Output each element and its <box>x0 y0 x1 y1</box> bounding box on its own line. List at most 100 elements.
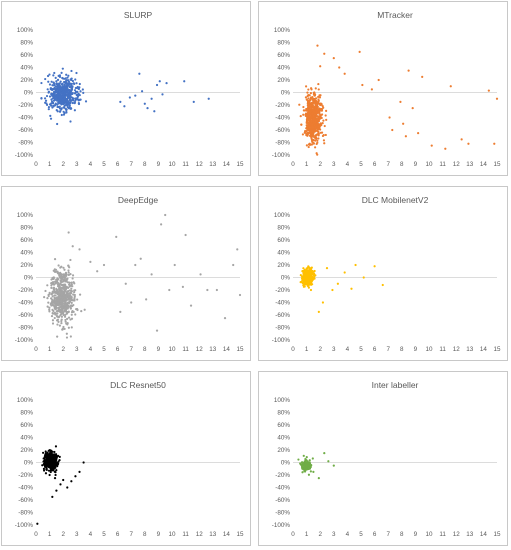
data-point <box>155 329 159 332</box>
data-point <box>306 279 309 282</box>
x-tick-label: 2 <box>318 161 322 168</box>
data-point <box>313 269 316 273</box>
y-tick-label: 20% <box>277 447 290 454</box>
x-tick-label: 5 <box>102 161 106 168</box>
data-point <box>62 266 65 269</box>
data-point <box>54 268 58 271</box>
data-point <box>343 72 346 75</box>
data-point <box>314 125 317 129</box>
data-point <box>59 302 62 305</box>
y-tick-label: -40% <box>18 485 33 492</box>
data-point <box>65 87 68 91</box>
data-point <box>65 299 68 302</box>
data-point <box>62 110 65 113</box>
x-tick-label: 3 <box>75 531 79 538</box>
data-point <box>53 290 56 293</box>
data-point <box>312 99 315 102</box>
data-point <box>119 100 122 103</box>
data-point <box>55 304 58 307</box>
data-point <box>184 233 187 237</box>
data-point <box>70 89 73 92</box>
data-point <box>45 456 49 460</box>
x-tick-label: 12 <box>453 531 461 538</box>
data-point <box>75 307 78 311</box>
data-point <box>306 274 309 278</box>
data-point <box>53 477 57 480</box>
y-tick-label: 60% <box>20 52 33 59</box>
data-point <box>65 111 68 114</box>
data-point <box>73 297 76 300</box>
data-point <box>164 213 167 217</box>
data-point <box>317 477 320 480</box>
data-point <box>78 293 82 296</box>
data-point <box>44 289 47 293</box>
x-tick-label: 14 <box>223 346 231 353</box>
y-tick-label: 20% <box>20 447 33 454</box>
data-point <box>43 295 46 299</box>
data-point <box>318 112 321 115</box>
data-point <box>61 87 64 90</box>
y-tick-label: -100% <box>15 522 34 529</box>
data-point <box>70 292 73 295</box>
data-point <box>354 263 357 267</box>
data-point <box>310 266 313 269</box>
y-tick-label: 100% <box>274 27 291 34</box>
data-point <box>161 93 164 96</box>
data-point <box>320 107 324 111</box>
data-point <box>71 245 74 248</box>
data-point <box>140 90 144 93</box>
data-point <box>59 299 63 302</box>
data-point <box>181 285 184 288</box>
data-points <box>298 44 499 156</box>
data-point <box>56 78 60 82</box>
data-point <box>373 265 376 268</box>
data-point <box>63 304 66 307</box>
y-tick-label: 40% <box>20 65 33 72</box>
data-point <box>53 84 56 87</box>
x-tick-label: 1 <box>48 531 52 538</box>
y-tick-label: -80% <box>275 325 290 332</box>
data-point <box>73 289 76 292</box>
data-point <box>332 464 335 467</box>
data-point <box>321 122 324 125</box>
data-point <box>308 103 312 106</box>
data-point <box>361 83 364 87</box>
data-point <box>51 322 55 325</box>
data-point <box>319 122 322 125</box>
x-tick-label: 7 <box>129 346 133 353</box>
chart-title: DLC MobilenetV2 <box>362 195 429 205</box>
data-point <box>311 126 315 129</box>
data-point <box>60 107 63 110</box>
data-point <box>65 274 68 278</box>
data-point <box>430 144 433 147</box>
data-point <box>63 278 66 281</box>
data-point <box>381 283 384 287</box>
data-point <box>313 113 316 116</box>
data-point <box>322 139 326 142</box>
data-point <box>60 89 63 92</box>
x-tick-label: 2 <box>61 531 65 538</box>
data-point <box>96 270 99 273</box>
y-tick-label: 80% <box>277 225 290 232</box>
data-point <box>362 276 365 279</box>
data-point <box>192 100 195 103</box>
data-point <box>40 97 43 100</box>
x-tick-label: 11 <box>439 161 446 168</box>
data-point <box>314 139 317 142</box>
data-point <box>322 119 325 122</box>
x-tick-label: 14 <box>223 531 231 538</box>
data-point <box>64 80 68 83</box>
data-point <box>58 83 61 87</box>
data-point <box>311 140 314 144</box>
y-tick-label: -40% <box>275 115 290 122</box>
data-point <box>303 109 306 112</box>
y-tick-label: 100% <box>17 397 34 404</box>
data-point <box>58 74 62 77</box>
data-point <box>305 144 308 147</box>
data-point <box>61 310 64 313</box>
data-point <box>42 457 45 460</box>
data-point <box>60 91 63 95</box>
data-point <box>307 97 310 100</box>
data-point <box>57 85 60 88</box>
data-point <box>54 473 57 477</box>
